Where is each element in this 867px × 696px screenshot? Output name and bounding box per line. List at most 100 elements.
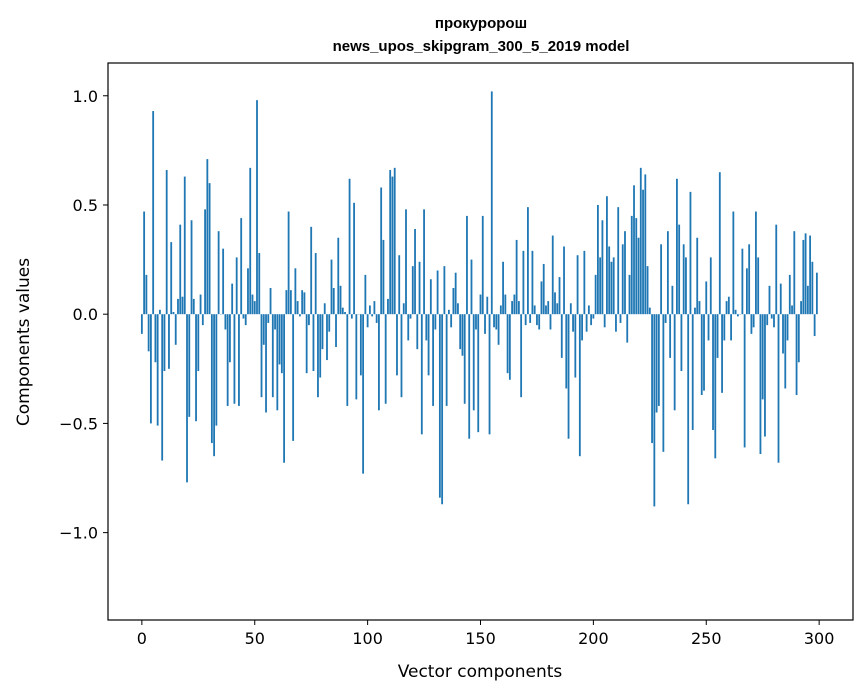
bar — [795, 314, 798, 396]
bar — [278, 314, 281, 365]
bar — [802, 239, 805, 315]
y-axis-label: Components values — [14, 258, 34, 426]
bar — [373, 301, 376, 315]
bar — [748, 244, 751, 315]
bar — [712, 314, 714, 430]
bar — [466, 215, 468, 315]
bar — [233, 314, 236, 404]
bar — [425, 314, 428, 341]
bar — [718, 172, 721, 315]
bar — [459, 314, 462, 350]
bar — [231, 283, 234, 315]
bar — [199, 294, 202, 315]
bar — [364, 274, 367, 315]
bar — [350, 314, 353, 319]
bar — [181, 296, 184, 315]
bar — [271, 314, 274, 398]
bar — [495, 314, 498, 330]
bar — [764, 314, 766, 437]
bar — [359, 314, 362, 376]
bar — [470, 259, 473, 315]
bar — [750, 314, 753, 334]
bar — [265, 314, 267, 413]
bar — [563, 246, 565, 315]
bar — [657, 314, 660, 406]
y-tick-label: 1.0 — [73, 87, 98, 106]
bar — [224, 314, 227, 330]
bar — [527, 207, 529, 315]
bar — [628, 274, 631, 315]
bar — [330, 259, 333, 315]
bar — [384, 314, 387, 404]
bar — [490, 91, 493, 315]
bar — [578, 314, 581, 457]
bar — [195, 314, 197, 422]
bar — [560, 314, 563, 358]
bar — [222, 248, 225, 315]
bar — [434, 314, 437, 330]
bar — [522, 250, 525, 315]
bar — [813, 314, 816, 337]
bar — [256, 100, 258, 315]
bar — [450, 314, 453, 328]
bar — [682, 244, 685, 315]
bar — [145, 274, 148, 315]
bar — [493, 314, 495, 328]
bar — [619, 314, 622, 323]
x-tick-label: 250 — [691, 629, 722, 648]
bar — [362, 314, 365, 474]
bar — [380, 187, 383, 315]
bar — [502, 261, 504, 315]
bar — [423, 209, 425, 315]
bar — [147, 314, 150, 352]
bar — [484, 314, 486, 334]
bar — [292, 314, 295, 441]
bar — [156, 314, 159, 426]
bar — [788, 274, 791, 315]
bar — [635, 218, 638, 315]
bar — [488, 314, 491, 435]
bar — [269, 287, 272, 315]
x-tick-label: 150 — [465, 629, 496, 648]
bar — [585, 314, 588, 332]
y-tick-label: −0.5 — [59, 414, 98, 433]
bar — [660, 244, 663, 315]
bar — [691, 314, 694, 430]
bar — [303, 292, 306, 315]
bar — [229, 314, 231, 363]
bar — [168, 314, 170, 369]
bar — [206, 159, 209, 315]
bar — [249, 167, 252, 315]
chart-subtitle: news_upos_skipgram_300_5_2019 model — [333, 38, 630, 55]
bar — [646, 266, 649, 315]
bar — [244, 314, 247, 326]
bar — [177, 298, 179, 315]
bar — [411, 266, 414, 315]
bar — [436, 270, 439, 315]
y-tick-label: 0.0 — [73, 305, 98, 324]
bar — [725, 301, 728, 315]
bar — [260, 314, 263, 398]
bar — [592, 314, 595, 319]
bar — [644, 174, 647, 315]
bar — [305, 314, 308, 374]
bar — [538, 314, 541, 330]
bar — [741, 248, 744, 315]
bar — [524, 314, 527, 326]
bar — [140, 314, 143, 334]
bar — [251, 294, 254, 315]
bar — [714, 314, 717, 459]
bar — [204, 209, 206, 315]
bar — [716, 314, 719, 358]
bar — [608, 246, 611, 315]
bar — [727, 296, 730, 315]
bar — [707, 314, 710, 341]
bar — [626, 314, 629, 343]
bar — [779, 283, 782, 315]
bar — [481, 215, 484, 315]
x-tick-label: 100 — [352, 629, 383, 648]
bar — [486, 296, 489, 315]
bar — [775, 224, 778, 315]
bar — [387, 298, 389, 315]
y-tick-label: 0.5 — [73, 196, 98, 215]
